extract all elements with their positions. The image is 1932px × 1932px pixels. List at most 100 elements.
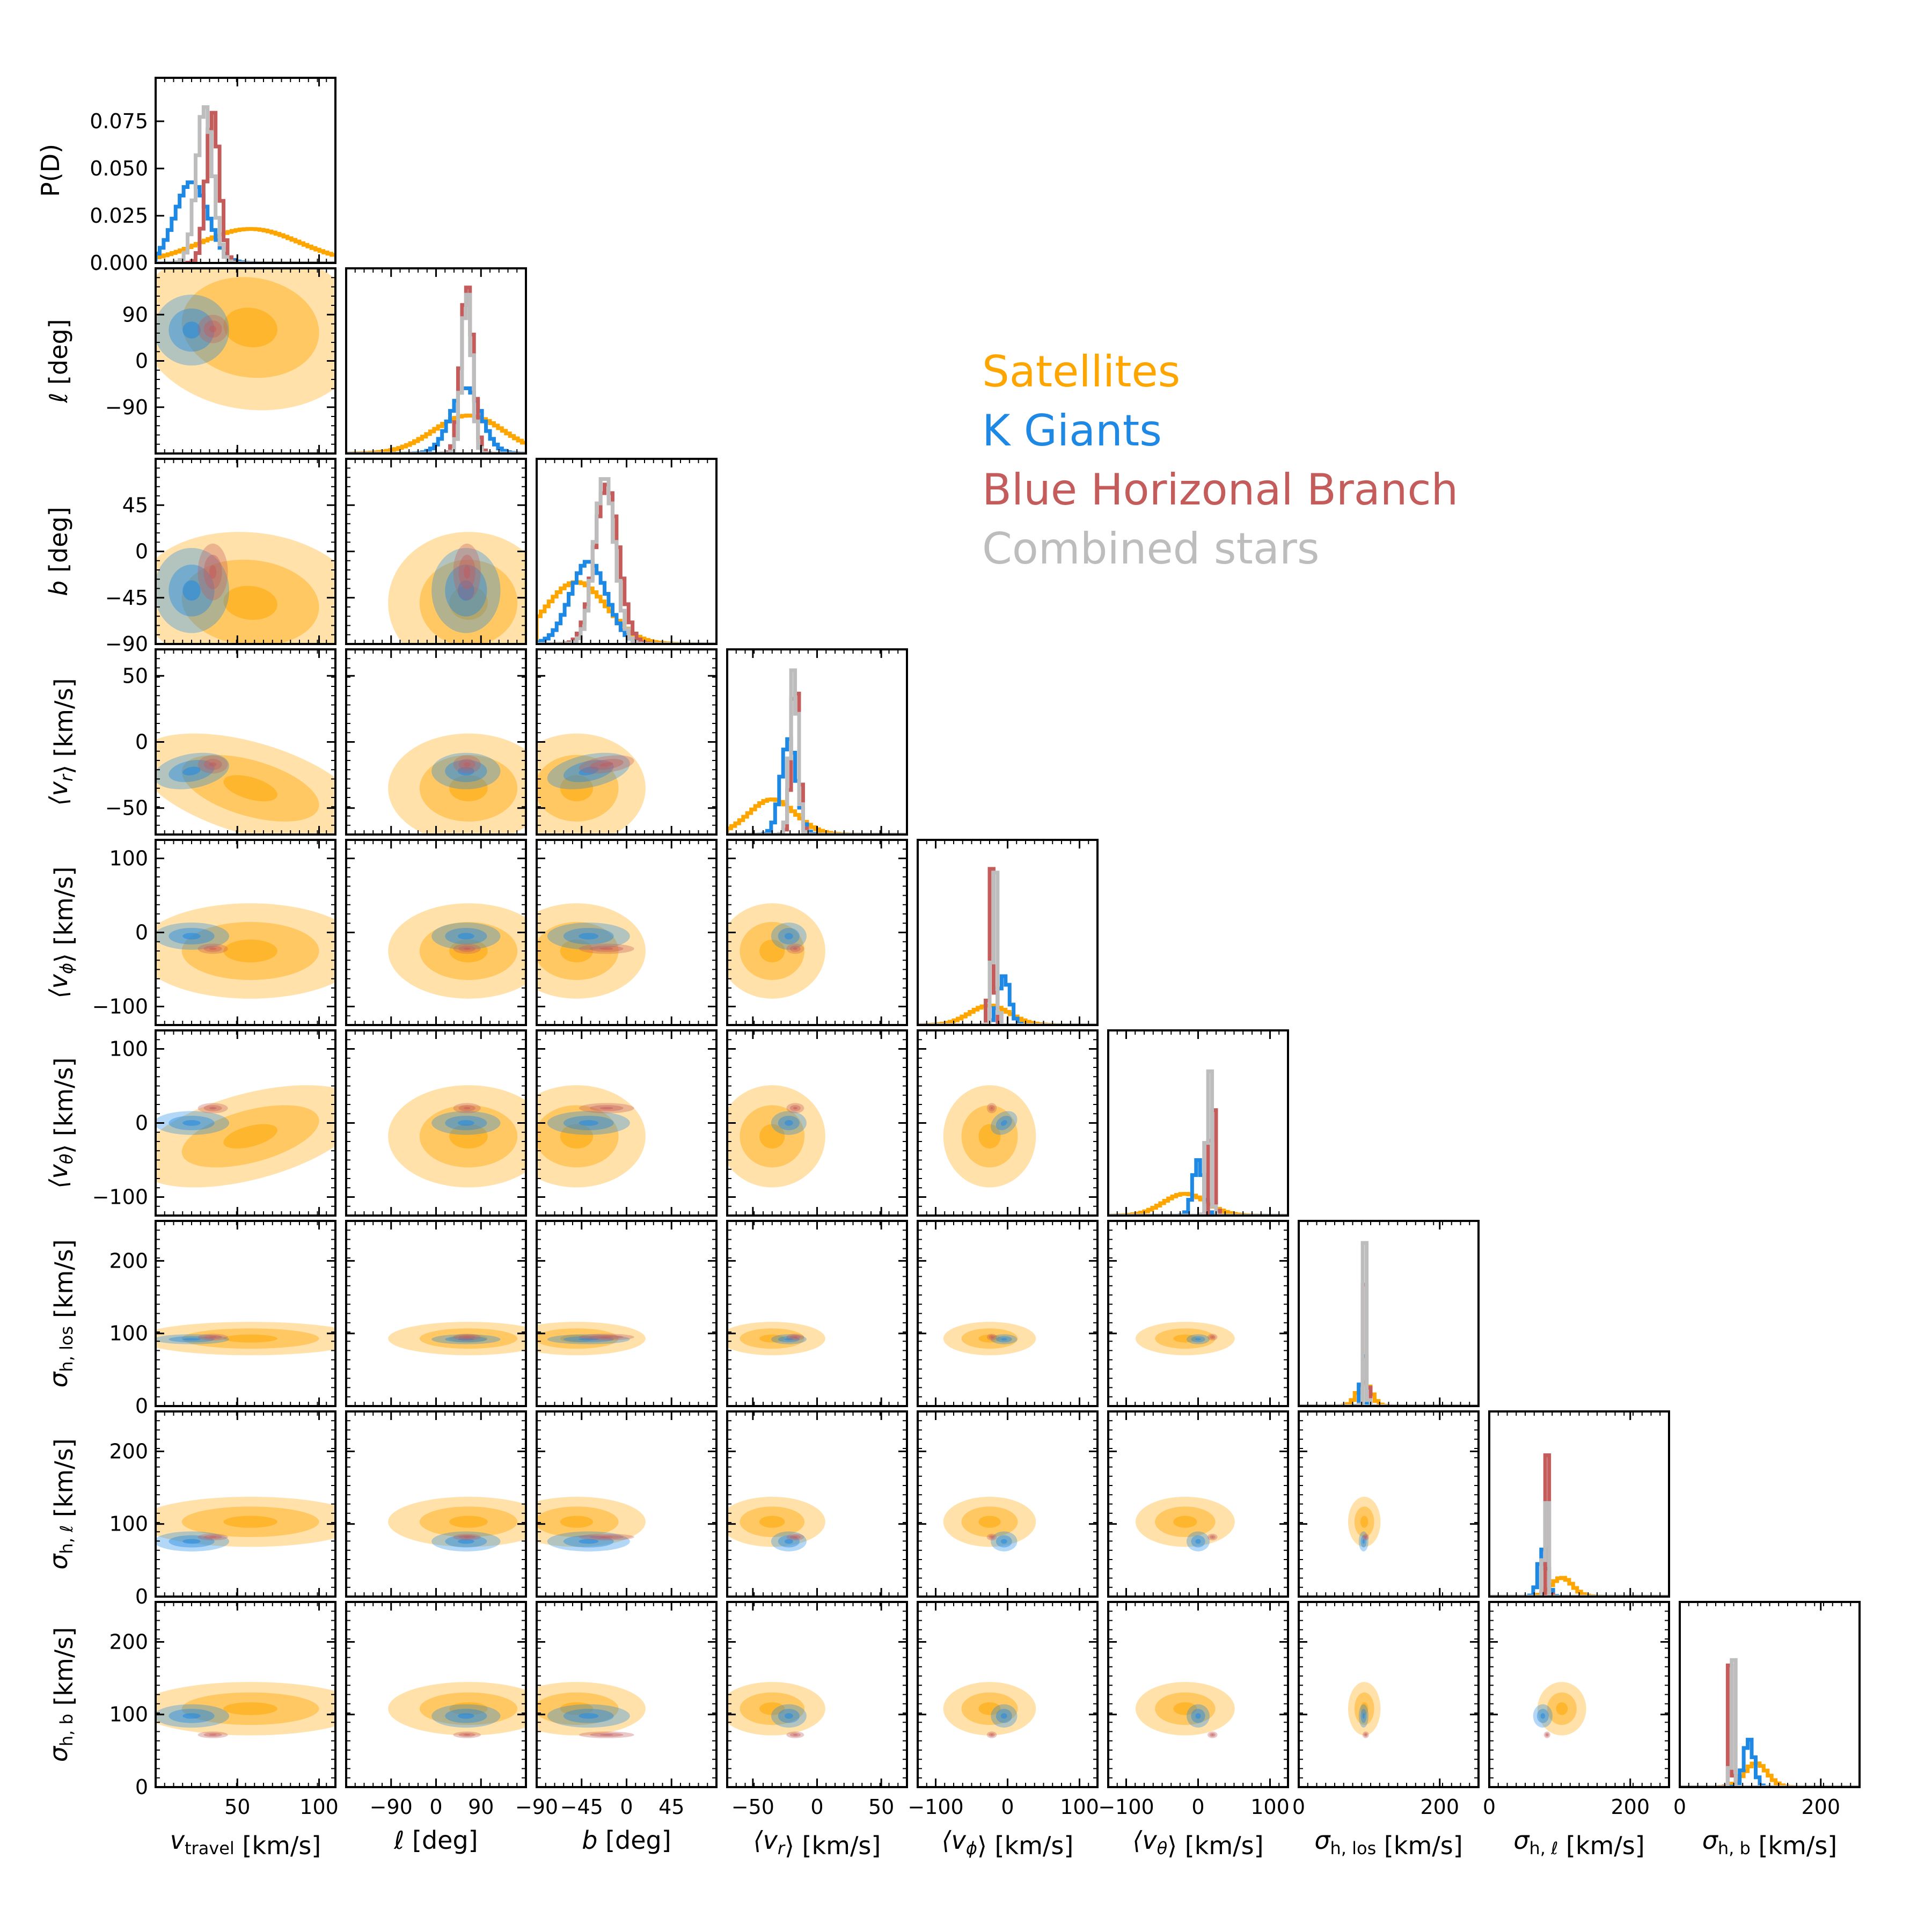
diag-panel-sig_l [1489,1453,1669,1597]
contour-blue-horizonal-branch-level-3 [1365,1734,1367,1736]
contour-k-giants-level-3 [182,766,201,775]
contour-k-giants-level-3 [1362,1539,1365,1544]
contour-blue-horizonal-branch-level-3 [209,1536,217,1538]
legend-blue-horizonal-branch: Blue Horizonal Branch [982,465,1458,515]
panel-vr-vs-l [388,733,526,835]
contour-area [1135,1322,1235,1356]
contour-k-giants-level-3 [784,1120,793,1126]
x-tick-label: 90 [468,1795,494,1819]
contour-k-giants-level-3 [457,1338,474,1341]
panel-sig_b-vs-sig_l [1533,1682,1586,1738]
panel-frame [536,1220,718,1407]
contour-satellites-level-3 [1360,1702,1368,1715]
y-tick-label: 0 [135,1585,148,1608]
contour-area [1135,1682,1235,1738]
x-tick-label: 100 [1250,1795,1290,1819]
contour-satellites-level-3 [449,939,488,963]
y-tick-label: −45 [105,586,148,610]
contour-k-giants-level-3 [182,1338,201,1341]
x-tick-label: 0 [1673,1795,1686,1819]
contour-blue-horizonal-branch-level-3 [599,947,613,950]
hist-blue-horizonal-branch [918,867,1097,1025]
contour-satellites-level-3 [223,1124,277,1149]
contour-blue-horizonal-branch-level-3 [1546,1734,1548,1736]
legend-k-giants: K Giants [982,406,1162,456]
panel-vtheta-vs-vphi [943,1085,1036,1188]
contour-area [943,1085,1036,1188]
contour-blue-horizonal-branch-level-3 [599,762,613,767]
contour-area [388,903,526,999]
panel-sig_los-vs-vphi [943,1322,1036,1356]
hist-combined-stars [1108,1069,1288,1216]
contour-k-giants-level-3 [579,1338,599,1341]
contour-blue-horizonal-branch-level-3 [793,947,797,950]
contour-satellites-level-3 [560,1334,594,1343]
contour-satellites-level-3 [223,308,277,348]
contour-satellites-level-3 [449,775,488,802]
legend: Satellites K Giants Blue Horizonal Branch C… [982,347,1458,574]
contour-satellites-level-3 [223,775,277,802]
contour-blue-horizonal-branch-level-3 [1211,1734,1214,1736]
panel-b-vs-vtravel [156,532,335,644]
contour-k-giants-level-3 [1195,1539,1201,1544]
y-tick-label: 100 [109,1037,148,1061]
contour-satellites-level-3 [1173,1516,1197,1528]
hist-combined-stars [918,870,1097,1025]
panel-sig_b-vs-vtheta [1135,1682,1235,1738]
x-tick-label: 0 [810,1795,823,1819]
x-axis-label-vphi: ⟨vϕ⟩ [km/s] [942,1826,1074,1860]
panel-vphi-vs-l [388,903,526,999]
contour-area [156,1496,335,1552]
hist-blue-horizonal-branch [1680,1663,1860,1787]
contour-blue-horizonal-branch-level-3 [990,1336,993,1338]
panel-vtheta-vs-b [537,1085,646,1188]
panel-vphi-vs-b [537,903,646,999]
contour-blue-horizonal-branch-level-3 [209,565,217,579]
contour-area [1348,1682,1381,1738]
contour-area [727,903,825,999]
hist-combined-stars [727,668,907,835]
contour-k-giants-level-3 [457,580,474,601]
hist-combined-stars [1299,1241,1479,1406]
panel-sig_l-vs-vtravel [156,1496,335,1552]
panel-sig_b-vs-vr [727,1682,825,1738]
contour-blue-horizonal-branch-level-3 [209,1336,217,1338]
panel-sig_b-vs-vphi [943,1682,1036,1738]
diag-hist-area [1108,1069,1288,1216]
contour-blue-horizonal-branch-level-3 [464,565,471,579]
y-tick-label: 0 [135,730,148,754]
contour-satellites-level-3 [1173,1334,1197,1343]
y-tick-label: −90 [105,632,148,656]
y-tick-label: 100 [109,1703,148,1726]
contour-area [1348,1496,1381,1552]
y-axis-label-sig_b: σh, b [km/s] [44,1627,78,1762]
panel-sig_los-vs-l [388,1322,526,1356]
x-axis-label-sig_l: σh, ℓ [km/s] [1513,1826,1644,1860]
x-axis-label-vtheta: ⟨vθ⟩ [km/s] [1132,1826,1263,1860]
contour-blue-horizonal-branch-level-3 [464,1336,471,1338]
contour-k-giants-level-3 [784,1338,793,1341]
contour-blue-horizonal-branch-level-3 [793,1536,797,1538]
y-tick-label: −100 [92,1185,148,1209]
diag-hist-area [1680,1658,1860,1787]
hist-k-giants [346,386,526,453]
contour-area [943,1682,1036,1738]
contour-satellites-level-3 [978,1702,1001,1715]
contour-k-giants-level-3 [579,1539,599,1544]
contour-k-giants-level-3 [182,1539,201,1544]
panel-frame [345,1220,527,1407]
contour-blue-horizonal-branch-level-3 [1365,1536,1367,1538]
diag-panel-vtravel [156,105,335,263]
contour-k-giants-level-3 [457,1539,474,1544]
y-tick-label: 0.050 [90,157,148,180]
hist-k-giants [1489,1547,1669,1597]
contour-k-giants-level-3 [579,1713,599,1719]
contour-satellites-level-3 [759,1702,785,1715]
contour-k-giants-level-3 [1195,1338,1201,1341]
panel-vtheta-vs-vtravel [156,1085,335,1188]
x-axis-label-vtravel: vtravel [km/s] [170,1826,321,1860]
hist-k-giants [918,974,1097,1025]
contour-satellites-level-3 [1360,1516,1368,1528]
contour-k-giants-level-3 [182,933,201,940]
